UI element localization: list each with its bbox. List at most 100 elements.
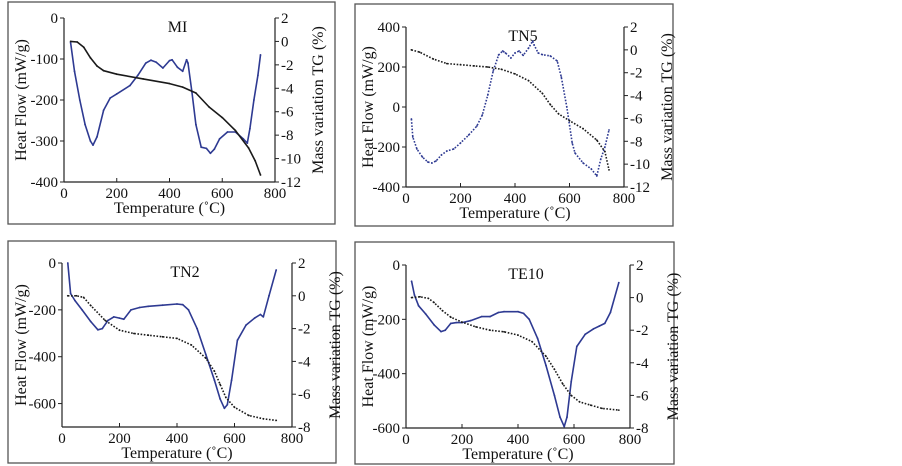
tg-point [262, 417, 265, 420]
dsc-point [446, 150, 448, 152]
tg-point [102, 69, 105, 72]
dsc-point [102, 109, 105, 112]
x-tick-label: 800 [264, 186, 287, 202]
dsc-point [413, 294, 416, 296]
tg-point [486, 66, 489, 68]
tg-mass-variation-line [70, 40, 262, 176]
tg-point [419, 295, 421, 298]
y-axis-label-right: Mass variation TG (%) [659, 33, 676, 181]
tg-point [473, 65, 475, 67]
x-tick-label: 0 [402, 191, 410, 207]
dsc-point [497, 311, 500, 314]
y-tick-label-right: -8 [636, 421, 649, 437]
dsc-point [246, 142, 249, 145]
y-tick-label-right: -10 [281, 152, 301, 168]
y-tick-label-right: 2 [630, 20, 638, 36]
y-tick-label-right: -2 [630, 66, 643, 82]
dsc-point [66, 262, 69, 264]
y-axis-label-right: Mass variation TG (%) [310, 26, 327, 174]
tg-point [500, 68, 503, 71]
dsc-point [497, 54, 500, 56]
y-axis-label-left: Heat Flow (mW/g) [360, 286, 377, 408]
dsc-point [449, 322, 452, 325]
tg-point [595, 139, 598, 142]
y-tick-label-right: -6 [281, 105, 294, 121]
dsc-point [481, 114, 484, 116]
y-tick-label-right: -8 [298, 420, 311, 436]
dsc-point [130, 309, 132, 311]
dsc-point [268, 294, 270, 297]
tg-point [204, 357, 207, 359]
tg-point [96, 65, 98, 67]
dsc-point [209, 152, 212, 155]
tg-point [190, 344, 193, 346]
dsc-point [259, 54, 262, 56]
dsc-point [416, 148, 418, 150]
tg-point [82, 46, 85, 49]
dsc-point [150, 59, 152, 62]
dsc-point [417, 304, 420, 307]
dsc-point [84, 123, 86, 126]
y-tick-label-right: 0 [281, 34, 289, 50]
y-axis-label-left: Heat Flow (mW/g) [360, 46, 377, 168]
dsc-point [230, 379, 233, 381]
y-tick-label-right: -6 [636, 388, 649, 404]
y-axis-label-left: Heat Flow (mW/g) [13, 284, 30, 406]
dsc-point [81, 309, 83, 311]
dsc-point [528, 318, 531, 321]
y-tick-label-left: -100 [31, 52, 59, 68]
x-tick-label: 200 [449, 191, 472, 207]
tg-point [82, 296, 85, 299]
dsc-point [444, 329, 447, 332]
dsc-point [144, 62, 147, 64]
y-tick-label-left: 0 [393, 258, 401, 274]
tg-point [161, 335, 164, 338]
dsc-point [433, 323, 435, 326]
dsc-point [275, 269, 278, 271]
x-axis-label: Temperature (˚C) [114, 200, 225, 217]
tg-point [66, 294, 69, 297]
dsc-point [196, 327, 199, 330]
dsc-point [537, 52, 540, 54]
y-tick-label-right: 2 [298, 256, 306, 272]
tg-point [76, 41, 79, 43]
dsc-point [549, 55, 552, 57]
tg-point [142, 78, 145, 80]
dsc-point [510, 57, 512, 59]
panel-frame [354, 3, 674, 227]
dsc-point [73, 70, 76, 73]
dsc-point [598, 325, 601, 327]
panel-frame [7, 1, 336, 225]
dsc-point [608, 129, 610, 131]
tg-point [259, 174, 262, 176]
y-tick-label-right: 2 [281, 11, 289, 27]
y-tick-label-right: -4 [636, 356, 649, 372]
dsc-point [161, 304, 164, 307]
dsc-point [187, 309, 190, 311]
tg-point [213, 370, 216, 373]
dsc-point [514, 52, 516, 54]
dsc-point [200, 146, 203, 149]
dsc-point [205, 147, 208, 150]
y-tick-label-right: -12 [630, 180, 650, 196]
dsc-point [96, 136, 98, 138]
dsc-point [226, 403, 229, 406]
tg-point [195, 92, 197, 94]
x-tick-label: 600 [211, 186, 234, 202]
tg-point [176, 337, 178, 340]
tg-point [219, 383, 222, 386]
tg-point [527, 79, 530, 82]
y-tick-label-left: -400 [31, 175, 59, 191]
dsc-point [582, 162, 584, 164]
panel-tn5: 0 200 400 600 800 400 200 0 -200 -400 2 0 -2 -4 -6 -8 -1… [354, 3, 676, 227]
y-tick-label-left: -200 [373, 140, 401, 156]
dsc-point [138, 306, 141, 309]
x-tick-label: 200 [106, 186, 129, 202]
tg-mass-variation-line [411, 49, 610, 171]
y-tick-label-left: 0 [49, 256, 57, 272]
dsc-point [604, 146, 606, 148]
tg-point [557, 113, 560, 115]
tg-point [570, 394, 573, 397]
dsc-point [503, 310, 505, 313]
